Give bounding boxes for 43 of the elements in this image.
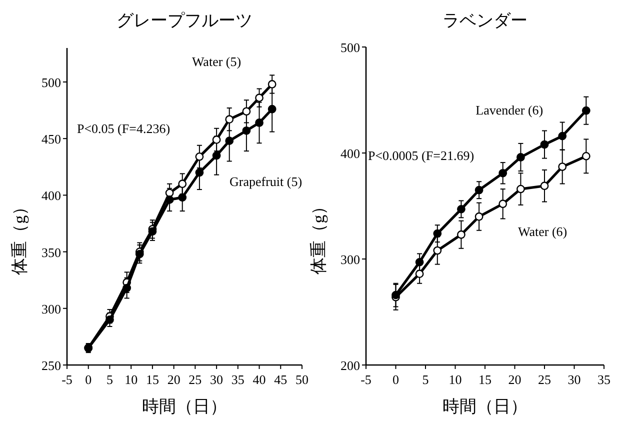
y-tick-label: 400 [42,188,61,204]
series-label: Grapefruit (5) [230,174,302,190]
x-tick-label: 30 [568,372,581,387]
x-tick-label: 30 [210,372,224,387]
y-axis-title: 体重（g） [10,198,29,275]
x-tick-label: -5 [360,372,372,387]
x-tick-label: 20 [167,372,180,387]
series-label: Lavender (6) [476,102,544,118]
x-tick-label: 5 [422,372,429,387]
x-tick-label: 15 [478,372,492,387]
x-axis-title: 時間（日） [442,397,528,416]
x-tick-label: 20 [508,372,522,387]
series-label: Water (6) [518,224,568,240]
y-axis-title: 体重（g） [309,198,328,274]
text: Water (5) [192,54,242,70]
annotation: P<0.05 (F=4.236) [77,121,170,136]
x-axis-title: 時間（日） [142,397,227,416]
annotation: P<0.0005 (F=21.69) [368,148,474,163]
x-tick-label: 5 [106,372,113,387]
chart-title: グレープフルーツ [116,11,252,30]
x-tick-label: 45 [274,372,288,387]
y-tick-label: 300 [340,252,360,267]
x-tick-label: 50 [296,372,308,387]
y-tick-label: 450 [42,132,61,147]
x-tick-label: 25 [538,372,551,387]
x-tick-label: 15 [146,372,159,387]
y-tick-label: 250 [42,358,61,373]
x-tick-label: 35 [231,372,244,387]
x-tick-label: 10 [448,372,462,387]
x-tick-label: -5 [62,372,72,387]
y-tick-label: 300 [42,301,61,316]
y-tick-label: 200 [340,358,360,373]
chart-title: ラベンダー [442,11,528,30]
y-tick-label: 350 [42,244,61,260]
y-tick-label: 500 [42,74,61,90]
x-tick-label: 35 [598,372,610,387]
y-tick-label: 500 [340,40,360,55]
y-tick-label: 400 [340,146,360,161]
x-tick-label: 10 [124,372,138,387]
x-tick-label: 25 [188,372,202,387]
x-tick-label: 40 [252,372,266,387]
x-tick-label: 0 [85,372,92,387]
x-tick-label: 0 [392,372,399,387]
